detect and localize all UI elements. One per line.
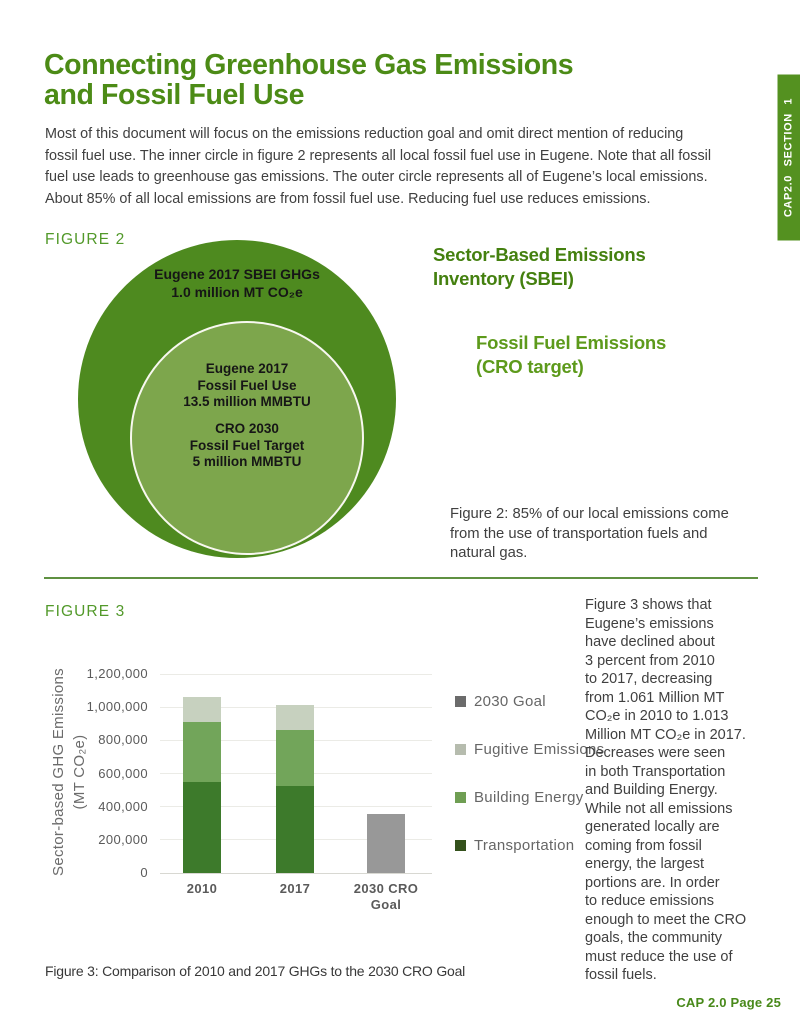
bar-segment-2030-goal — [367, 814, 405, 873]
figure3-description: Figure 3 shows that Eugene’s emissions h… — [585, 597, 747, 983]
legend-label: 2030 Goal — [474, 693, 546, 710]
legend-swatch-fugitive-emissions — [455, 744, 466, 755]
chart-gridline — [160, 673, 432, 675]
figure2-inner-circle-label-top: Eugene 2017 Fossil Fuel Use 13.5 million… — [183, 361, 311, 409]
page-number: CAP 2.0 Page 25 — [676, 995, 781, 1010]
y-tick-label: 1,000,000 — [86, 699, 148, 715]
legend-item: 2030 Goal — [455, 694, 546, 709]
intro-paragraph: Most of this document will focus on the … — [45, 126, 712, 207]
x-tick-label: 2030 CRO Goal — [353, 881, 419, 912]
legend-swatch-transportation — [455, 840, 466, 851]
y-tick-label: 600,000 — [98, 765, 148, 781]
bar-segment-building-energy — [183, 721, 221, 782]
legend-swatch-2030-goal — [455, 696, 466, 707]
legend-label: Fugitive Emissions — [474, 741, 605, 758]
bar-segment-transportation — [183, 781, 221, 873]
figure2-inner-circle-label-bottom: CRO 2030 Fossil Fuel Target 5 million MM… — [189, 421, 305, 469]
bar-segment-transportation — [276, 785, 314, 873]
legend-label: Building Energy — [474, 789, 584, 806]
figure3-caption: Figure 3: Comparison of 2010 and 2017 GH… — [45, 963, 466, 979]
legend-item: Transportation — [455, 838, 574, 853]
figure2-label: FIGURE 2 — [45, 231, 126, 248]
bar-segment-building-energy — [276, 730, 314, 786]
figure2-caption: Figure 2: 85% of our local emissions com… — [450, 506, 729, 561]
heading-sector-based-emissions: Sector-Based Emissions Inventory (SBEI) — [433, 244, 646, 289]
figure2-inner-circle — [130, 321, 364, 555]
page-title: Connecting Greenhouse Gas Emissions and … — [44, 49, 574, 111]
legend-swatch-building-energy — [455, 792, 466, 803]
x-tick-label: 2017 — [279, 881, 311, 896]
y-tick-label: 400,000 — [98, 798, 148, 814]
y-tick-label: 800,000 — [98, 732, 148, 748]
legend-item: Fugitive Emissions — [455, 742, 604, 757]
figure3-label: FIGURE 3 — [45, 603, 126, 620]
y-tick-label: 1,200,000 — [86, 666, 148, 681]
bar-segment-fugitive-emissions — [183, 697, 221, 722]
y-tick-label: 200,000 — [98, 831, 148, 847]
legend-item: Building Energy — [455, 790, 584, 805]
x-tick-label: 2010 — [186, 881, 218, 896]
chart-gridline — [160, 872, 432, 874]
heading-fossil-fuel-emissions: Fossil Fuel Emissions (CRO target) — [476, 332, 667, 377]
legend-label: Transportation — [474, 837, 575, 854]
figure2-outer-circle-label: Eugene 2017 SBEI GHGs 1.0 million MT CO₂… — [154, 266, 320, 300]
bar-segment-fugitive-emissions — [276, 705, 314, 731]
section-divider — [44, 577, 758, 579]
y-tick-label: 0 — [140, 865, 148, 880]
